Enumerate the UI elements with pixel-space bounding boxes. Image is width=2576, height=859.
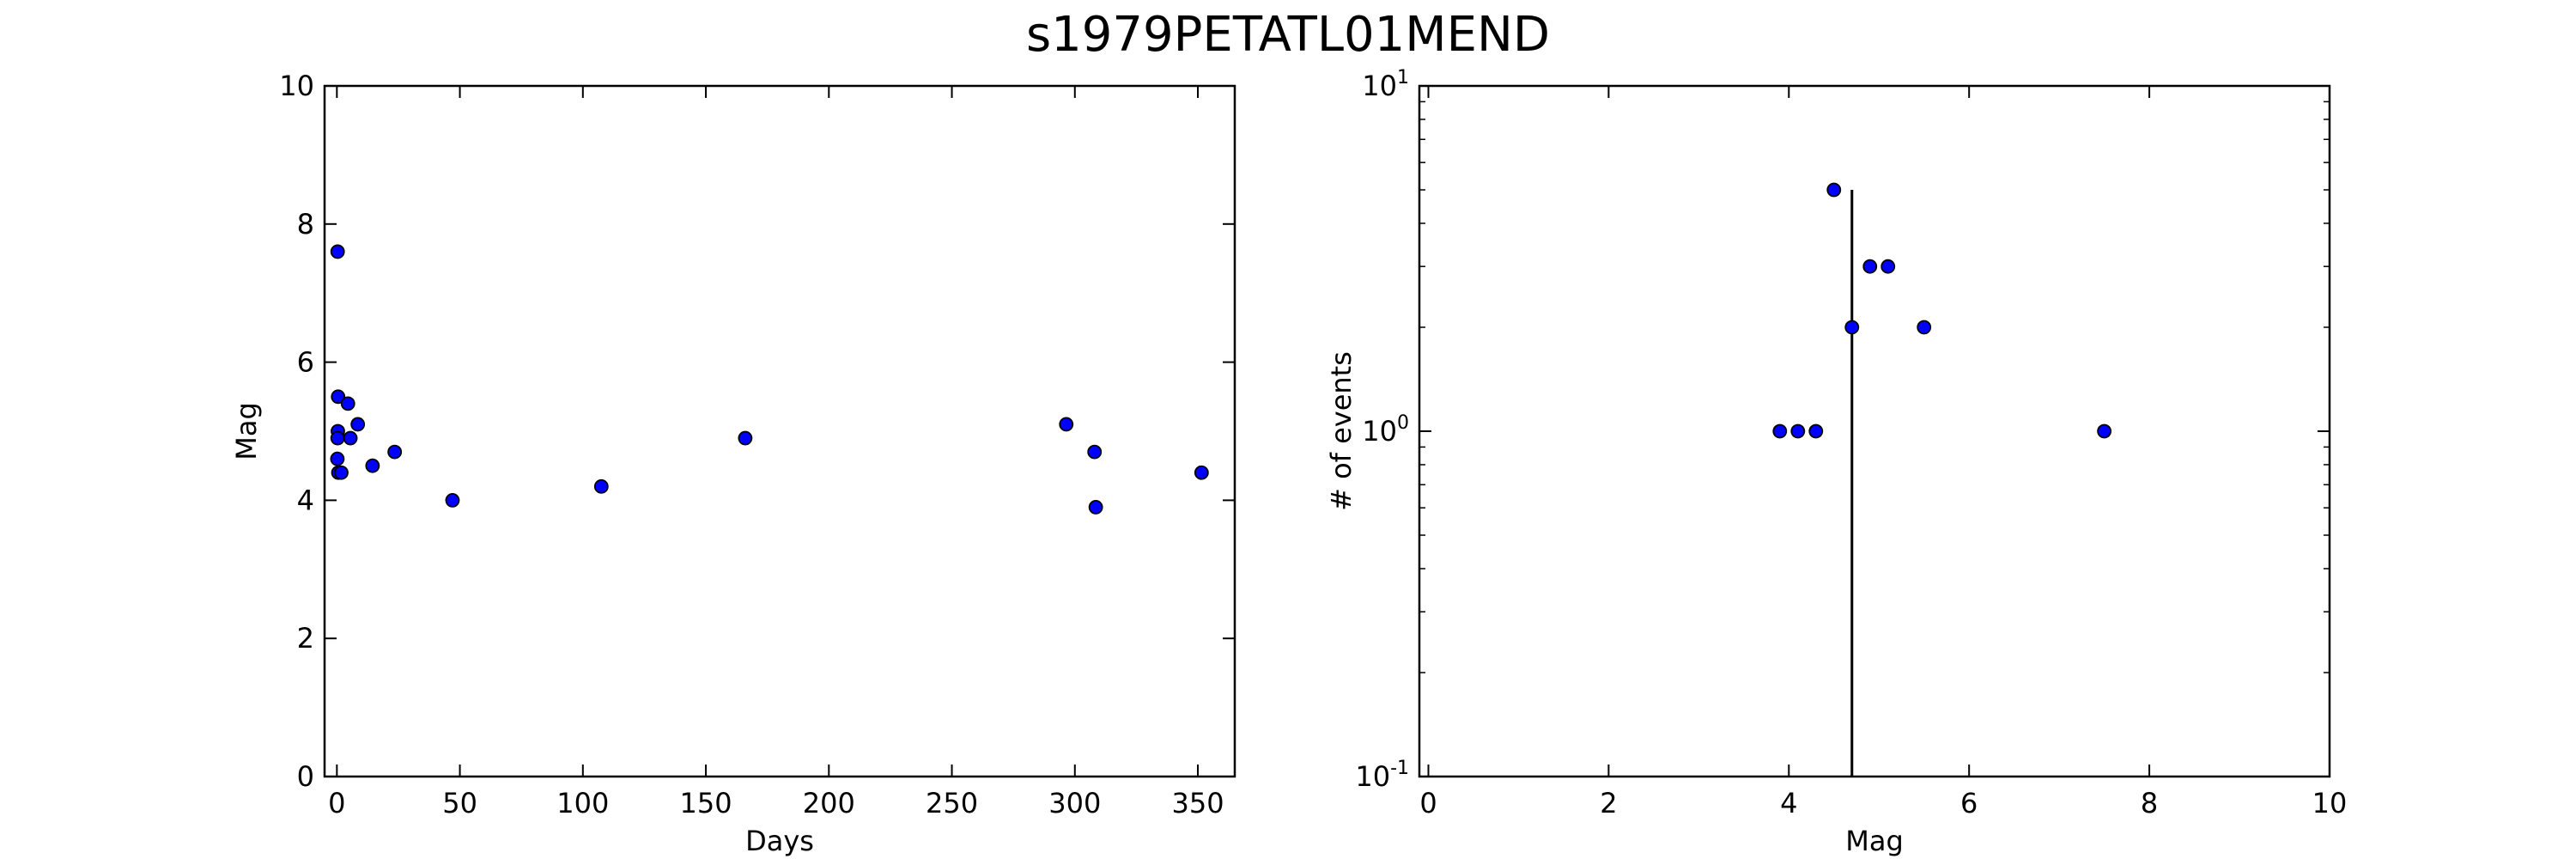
plot-area-frame bbox=[1418, 84, 2331, 778]
x-tick-label: 2 bbox=[1600, 787, 1617, 819]
data-point bbox=[1826, 182, 1842, 198]
data-point bbox=[330, 451, 345, 466]
x-tick-label: 350 bbox=[1171, 787, 1224, 819]
data-point bbox=[340, 396, 355, 411]
x-axis-label: Mag bbox=[1845, 825, 1904, 857]
y-tick-label: 10 bbox=[279, 70, 314, 102]
x-tick-label: 200 bbox=[803, 787, 855, 819]
y-tick-label: 0 bbox=[297, 760, 314, 793]
x-tick-label: 250 bbox=[926, 787, 978, 819]
data-point bbox=[738, 430, 753, 446]
x-axis-label: Days bbox=[745, 825, 814, 857]
data-point bbox=[1790, 423, 1806, 439]
y-tick-label: 8 bbox=[297, 208, 314, 241]
x-tick-label: 0 bbox=[1419, 787, 1437, 819]
data-point bbox=[343, 430, 358, 446]
data-point bbox=[1862, 259, 1878, 274]
data-point bbox=[1917, 320, 1932, 335]
data-point bbox=[593, 478, 609, 494]
data-point bbox=[1059, 417, 1074, 432]
data-point bbox=[1087, 444, 1103, 460]
figure-title: s1979PETATL01MEND bbox=[1025, 7, 1551, 63]
data-point bbox=[1808, 423, 1824, 439]
data-point bbox=[1880, 259, 1896, 274]
data-point bbox=[330, 430, 345, 446]
data-point bbox=[387, 444, 403, 460]
plot-area-frame bbox=[323, 84, 1236, 778]
x-tick-label: 0 bbox=[328, 787, 345, 819]
left-panel-days-vs-mag: 0 50 100 150 200 250 300 350 0 2 4 6 8 10 Days Mag bbox=[230, 70, 1236, 857]
x-tick-label: 10 bbox=[2312, 787, 2348, 819]
y-tick-label: 101 bbox=[1362, 67, 1409, 102]
data-point bbox=[1088, 500, 1103, 515]
y-axis-label: Mag bbox=[230, 402, 263, 460]
x-tick-label: 150 bbox=[680, 787, 732, 819]
data-point bbox=[2097, 423, 2112, 439]
y-tick-label: 6 bbox=[297, 346, 314, 379]
data-point bbox=[365, 458, 380, 473]
y-tick-label: 10-1 bbox=[1355, 758, 1409, 793]
data-point bbox=[350, 417, 366, 432]
data-point bbox=[1194, 465, 1209, 480]
data-point bbox=[331, 389, 346, 405]
right-panel-mag-histogram: 0 2 4 6 8 10 10-1 100 101 Mag # of events bbox=[1325, 67, 2347, 857]
y-tick-label: 4 bbox=[297, 484, 314, 516]
x-tick-label: 50 bbox=[442, 787, 477, 819]
data-point bbox=[1844, 320, 1860, 335]
x-tick-label: 100 bbox=[556, 787, 609, 819]
y-tick-label: 2 bbox=[297, 622, 314, 655]
x-tick-label: 4 bbox=[1780, 787, 1797, 819]
x-tick-label: 300 bbox=[1048, 787, 1101, 819]
y-axis-label: # of events bbox=[1325, 351, 1358, 511]
y-tick-label: 100 bbox=[1362, 412, 1409, 448]
x-tick-label: 8 bbox=[2141, 787, 2158, 819]
data-point bbox=[1772, 423, 1788, 439]
x-tick-label: 6 bbox=[1960, 787, 1978, 819]
data-point bbox=[445, 493, 460, 508]
data-point bbox=[334, 465, 349, 480]
data-point bbox=[330, 244, 345, 259]
